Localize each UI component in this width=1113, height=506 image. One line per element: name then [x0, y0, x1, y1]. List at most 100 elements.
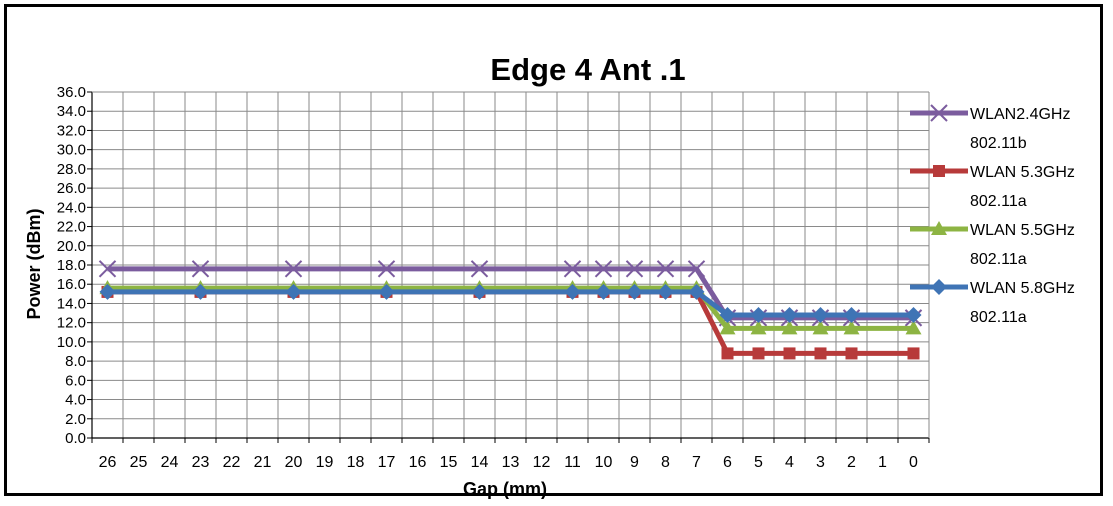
x-tick-label: 18: [347, 454, 365, 471]
x-tick-label: 12: [533, 454, 551, 471]
diamond-marker: [471, 283, 488, 300]
diamond-marker: [378, 283, 395, 300]
triangle-marker: [931, 221, 947, 235]
series-4: [99, 283, 922, 323]
y-tick-label: 28.0: [57, 161, 86, 178]
legend-label: 802.11b: [970, 135, 1027, 152]
y-tick-label: 32.0: [57, 122, 86, 139]
legend-label: WLAN 5.8GHz: [970, 280, 1075, 297]
x-marker-stroke: [687, 260, 706, 278]
diamond-marker: [99, 283, 116, 300]
diamond-marker: [781, 306, 798, 323]
triangle-marker: [905, 320, 922, 335]
series-line: [107, 266, 914, 321]
legend-label: 802.11a: [970, 193, 1027, 210]
x-marker: [377, 260, 396, 278]
x-tick-label: 7: [692, 454, 701, 471]
x-tick-label: 16: [409, 454, 427, 471]
x-tick-label: 8: [661, 454, 670, 471]
legend-entry: WLAN2.4GHz 802.11b: [910, 104, 1070, 152]
x-axis-label: Gap (mm): [463, 479, 547, 499]
x-tick-label: 24: [161, 454, 179, 471]
square-marker: [752, 347, 765, 360]
diamond-marker: [719, 306, 736, 323]
x-tick-label: 19: [316, 454, 334, 471]
series-line: [107, 289, 914, 318]
x-marker: [656, 260, 675, 278]
diamond-marker: [931, 279, 947, 295]
x-marker: [930, 104, 948, 122]
y-tick-label: 22.0: [57, 219, 86, 236]
triangle-marker: [843, 320, 860, 335]
x-marker: [98, 260, 117, 278]
x-tick-label: 25: [130, 454, 148, 471]
x-tick-label: 9: [630, 454, 639, 471]
x-marker: [470, 260, 489, 278]
series-3: [99, 280, 922, 335]
x-tick-label: 5: [754, 454, 763, 471]
diamond-marker: [843, 306, 860, 323]
diamond-marker: [657, 283, 674, 300]
x-marker-stroke: [594, 260, 613, 278]
x-tick-label: 17: [378, 454, 396, 471]
diamond-marker: [750, 306, 767, 323]
x-marker-stroke: [98, 260, 117, 278]
legend-entry: WLAN 5.5GHz 802.11a: [910, 221, 1075, 268]
diamond-marker: [812, 306, 829, 323]
x-marker: [594, 260, 613, 278]
x-tick-label: 20: [285, 454, 303, 471]
series-line: [107, 285, 914, 331]
y-tick-label: 12.0: [57, 315, 86, 332]
diamond-marker: [688, 283, 705, 300]
x-tick-label: 11: [564, 454, 581, 471]
legend-label: WLAN 5.3GHz: [970, 164, 1075, 181]
square-marker: [845, 347, 858, 360]
legend-entry: WLAN 5.8GHz 802.11a: [910, 279, 1075, 326]
y-axis-ticks: 0.0 2.0 4.0 6.0 8.0 10.0 12.0 14.0 16.0 18.0 20.0 2…: [57, 84, 92, 447]
diamond-marker: [626, 283, 643, 300]
x-tick-label: 26: [99, 454, 117, 471]
y-tick-label: 30.0: [57, 142, 86, 159]
x-marker: [563, 260, 582, 278]
y-tick-label: 4.0: [65, 392, 86, 409]
series-layer: [98, 260, 923, 360]
triangle-marker: [719, 320, 736, 335]
y-tick-label: 24.0: [57, 199, 86, 216]
x-axis-ticks: 26 25 24 23 22 21 20 19 18 17 16 15 14 13 12 11 10 9 8 7 6 5 4…: [91, 438, 930, 471]
x-marker-stroke: [470, 260, 489, 278]
x-marker: [191, 260, 210, 278]
triangle-marker: [812, 320, 829, 335]
square-marker: [814, 347, 827, 360]
x-marker: [687, 260, 706, 278]
x-tick-label: 13: [502, 454, 520, 471]
diamond-marker: [905, 306, 922, 323]
x-tick-label: 14: [471, 454, 489, 471]
y-tick-label: 16.0: [57, 276, 86, 293]
x-tick-label: 4: [785, 454, 794, 471]
square-marker: [907, 347, 920, 360]
x-tick-label: 10: [595, 454, 613, 471]
x-tick-label: 22: [223, 454, 241, 471]
chart-frame: [4, 4, 1103, 496]
gridlines: [91, 91, 930, 439]
x-tick-label: 15: [440, 454, 458, 471]
y-tick-label: 2.0: [65, 411, 86, 428]
x-tick-label: 21: [254, 454, 272, 471]
diamond-marker: [285, 283, 302, 300]
legend-label: 802.11a: [970, 309, 1027, 326]
x-tick-label: 3: [816, 454, 825, 471]
y-tick-label: 36.0: [57, 84, 86, 101]
x-tick-label: 2: [847, 454, 856, 471]
y-tick-label: 20.0: [57, 238, 86, 255]
y-axis-label: Power (dBm): [24, 208, 44, 319]
diamond-marker: [564, 283, 581, 300]
x-tick-label: 6: [723, 454, 732, 471]
y-tick-label: 14.0: [57, 295, 86, 312]
x-marker-stroke: [625, 260, 644, 278]
y-tick-label: 6.0: [65, 372, 86, 389]
legend-label: WLAN2.4GHz: [970, 106, 1070, 123]
x-marker-stroke: [191, 260, 210, 278]
x-marker-stroke: [656, 260, 675, 278]
